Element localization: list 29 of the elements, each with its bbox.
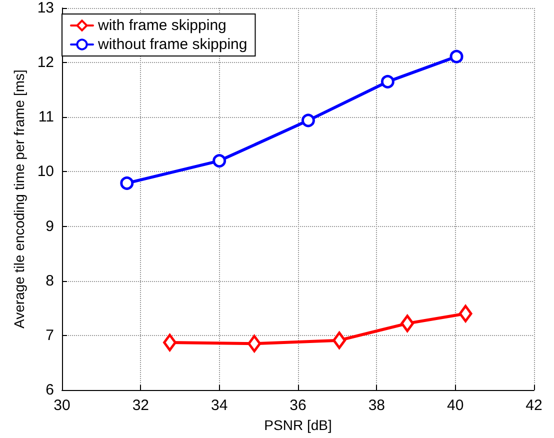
point bbox=[380, 74, 394, 88]
point bbox=[458, 304, 472, 322]
x-tick-label: 30 bbox=[54, 397, 70, 414]
legend-label: with frame skipping bbox=[97, 17, 226, 34]
y-axis-title: Average tile encoding time per frame [ms] bbox=[11, 70, 27, 328]
point bbox=[163, 334, 177, 352]
y-tick-label: 7 bbox=[46, 326, 54, 344]
x-axis-title: PSNR [dB] bbox=[264, 416, 332, 433]
y-tick-label: 11 bbox=[38, 108, 54, 126]
point bbox=[400, 314, 414, 332]
point bbox=[120, 176, 134, 190]
x-tick-label: 38 bbox=[368, 397, 386, 414]
y-tick-label: 12 bbox=[37, 54, 54, 72]
legend-label: without frame skipping bbox=[97, 36, 248, 53]
x-tick-label: 36 bbox=[290, 397, 306, 414]
y-tick-label: 6 bbox=[46, 382, 54, 398]
point bbox=[212, 154, 226, 168]
y-tick-label: 9 bbox=[46, 218, 54, 235]
y-tick-label: 10 bbox=[37, 163, 54, 180]
point bbox=[248, 334, 262, 352]
point bbox=[301, 114, 315, 128]
x-tick-label: 34 bbox=[210, 397, 228, 414]
y-tick-label: 8 bbox=[46, 272, 54, 290]
x-tick-label: 40 bbox=[446, 397, 464, 414]
point bbox=[450, 50, 464, 64]
point bbox=[332, 332, 346, 350]
y-tick-label: 13 bbox=[37, 0, 54, 16]
x-tick-label: 32 bbox=[132, 397, 150, 414]
x-tick-label: 42 bbox=[526, 397, 542, 414]
